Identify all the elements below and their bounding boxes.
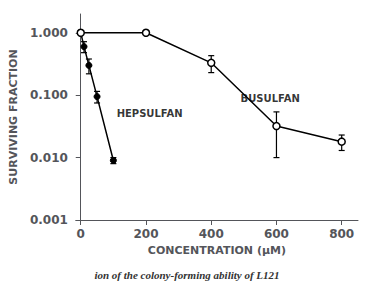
- svg-text:200: 200: [133, 227, 158, 241]
- svg-text:800: 800: [329, 227, 354, 241]
- svg-text:SURVIVING FRACTION: SURVIVING FRACTION: [7, 49, 20, 184]
- svg-text:ion of the colony-forming abil: ion of the colony-forming ability of L12…: [94, 269, 279, 281]
- svg-text:0: 0: [77, 227, 85, 241]
- svg-text:1.000: 1.000: [30, 26, 68, 40]
- svg-text:0.010: 0.010: [30, 151, 68, 165]
- svg-text:0.100: 0.100: [30, 88, 68, 102]
- svg-text:0.001: 0.001: [30, 213, 68, 227]
- svg-text:HEPSULFAN: HEPSULFAN: [117, 108, 183, 119]
- svg-text:600: 600: [264, 227, 289, 241]
- svg-text:CONCENTRATION (μM): CONCENTRATION (μM): [148, 244, 286, 257]
- svg-text:BUSULFAN: BUSULFAN: [241, 93, 300, 104]
- svg-text:400: 400: [199, 227, 224, 241]
